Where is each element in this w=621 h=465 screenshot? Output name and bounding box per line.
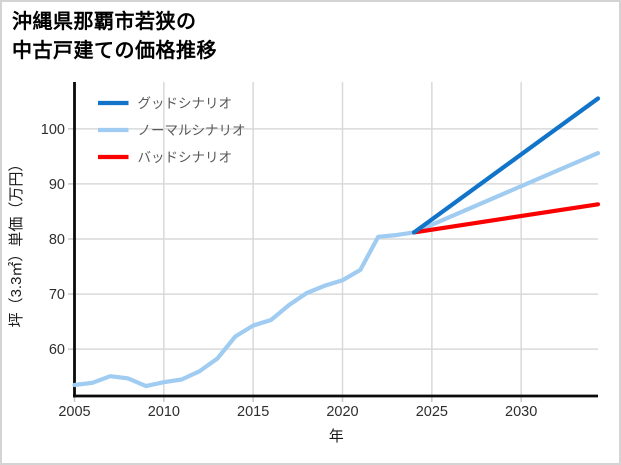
legend-label-normal: ノーマルシナリオ xyxy=(138,123,246,138)
legend-label-good: グッドシナリオ xyxy=(138,96,233,111)
x-tick-label: 2020 xyxy=(326,404,358,420)
y-axis-title: 坪（3.3㎡）単価（万円） xyxy=(8,157,25,328)
chart-title: 沖縄県那覇市若狭の 中古戸建ての価格推移 xyxy=(12,8,217,66)
x-tick-label: 2030 xyxy=(505,404,537,420)
x-axis-title: 年 xyxy=(329,428,344,445)
y-tick-label: 100 xyxy=(41,122,65,138)
x-tick-label: 2005 xyxy=(58,404,90,420)
y-tick-label: 90 xyxy=(49,177,65,193)
y-tick-label: 80 xyxy=(49,232,65,248)
series-line-good xyxy=(411,96,601,235)
chart-title-line-1: 沖縄県那覇市若狭の xyxy=(12,11,197,33)
x-tick-label: 2015 xyxy=(237,404,269,420)
series-line-normal xyxy=(411,151,601,235)
y-tick-label: 70 xyxy=(49,287,65,303)
series-line-bad xyxy=(411,202,601,235)
series-line-history xyxy=(72,230,417,389)
x-tick-label: 2010 xyxy=(148,404,180,420)
x-tick-label: 2025 xyxy=(416,404,448,420)
y-tick-label: 60 xyxy=(49,342,65,358)
legend-label-bad: バッドシナリオ xyxy=(138,150,233,165)
chart-title-line-2: 中古戸建ての価格推移 xyxy=(12,40,217,62)
